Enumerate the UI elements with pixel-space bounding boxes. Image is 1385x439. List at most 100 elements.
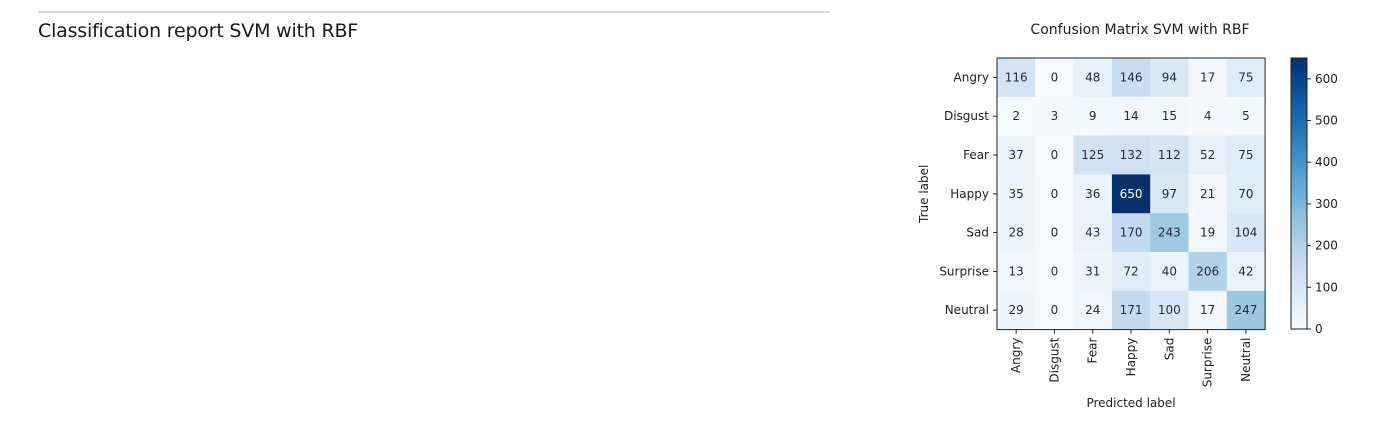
report-title: Classification report SVM with RBF: [38, 20, 359, 42]
matrix-cell-value: 0: [1051, 70, 1059, 84]
matrix-cell-value: 0: [1051, 187, 1059, 201]
matrix-cell-value: 28: [1009, 226, 1024, 240]
matrix-cell-value: 0: [1051, 303, 1059, 317]
matrix-cell-value: 116: [1005, 70, 1028, 84]
colorbar-tick-label: 0: [1315, 322, 1323, 336]
matrix-cell-value: 52: [1200, 148, 1215, 162]
matrix-cell: [1226, 252, 1266, 292]
matrix-cell-value: 146: [1120, 70, 1143, 84]
matrix-cell-value: 13: [1009, 264, 1024, 278]
matrix-cell-value: 0: [1051, 148, 1059, 162]
matrix-cell-value: 247: [1234, 303, 1257, 317]
matrix-cell: [1150, 252, 1189, 292]
matrix-cell-value: 29: [1009, 303, 1024, 317]
matrix-cell: [997, 96, 1036, 137]
matrix-cell-value: 3: [1051, 109, 1059, 123]
matrix-cell: [1226, 290, 1266, 331]
matrix-cell-value: 94: [1162, 70, 1177, 84]
matrix-cell: [1035, 290, 1075, 331]
matrix-cell-value: 43: [1085, 226, 1100, 240]
confusion-matrix-title: Confusion Matrix SVM with RBF: [1030, 22, 1250, 38]
matrix-cell-value: 17: [1200, 70, 1215, 84]
matrix-cell: [1188, 290, 1228, 331]
matrix-cell-value: 42: [1238, 264, 1253, 278]
matrix-cell: [997, 135, 1036, 175]
matrix-cell: [1111, 58, 1151, 98]
matrix-cell-value: 97: [1162, 187, 1177, 201]
y-tick-label: Sad: [966, 226, 989, 240]
matrix-cell-value: 19: [1200, 226, 1215, 240]
matrix-cell-value: 15: [1162, 109, 1177, 123]
matrix-cell-value: 35: [1009, 187, 1024, 201]
matrix-cell: [1035, 252, 1075, 292]
matrix-cell-value: 24: [1085, 303, 1100, 317]
colorbar-tick-label: 200: [1315, 239, 1338, 253]
matrix-cell-value: 100: [1158, 303, 1181, 317]
y-tick-label: Disgust: [944, 109, 989, 123]
y-tick-label: Neutral: [945, 303, 989, 317]
matrix-cell-value: 37: [1009, 148, 1024, 162]
y-tick-label: Surprise: [939, 264, 989, 278]
matrix-cell: [997, 174, 1036, 214]
matrix-cell: [1188, 174, 1228, 214]
matrix-cell: [1111, 135, 1151, 175]
matrix-cell-value: 0: [1051, 226, 1059, 240]
matrix-cell-value: 70: [1238, 187, 1253, 201]
matrix-cell-value: 75: [1238, 148, 1253, 162]
matrix-cell-value: 17: [1200, 303, 1215, 317]
x-tick-label: Angry: [1009, 338, 1023, 373]
divider-line: [38, 11, 830, 13]
matrix-cell: [1111, 213, 1151, 253]
matrix-cell: [1073, 96, 1113, 137]
matrix-cell-value: 2: [1012, 109, 1020, 123]
matrix-cell-value: 243: [1158, 226, 1181, 240]
x-tick-label: Surprise: [1201, 338, 1215, 388]
matrix-cell-value: 48: [1085, 70, 1100, 84]
matrix-cell: [1073, 135, 1113, 175]
matrix-cell: [1073, 213, 1113, 253]
matrix-cell-value: 0: [1051, 264, 1059, 278]
y-tick-label: Fear: [963, 148, 989, 162]
matrix-cell-value: 9: [1089, 109, 1097, 123]
x-axis-label: Predicted label: [1086, 396, 1175, 410]
matrix-cell-value: 14: [1123, 109, 1138, 123]
matrix-cell: [1073, 58, 1113, 98]
matrix-cell-value: 171: [1120, 303, 1143, 317]
matrix-cell: [1226, 213, 1266, 253]
y-axis-label: True label: [917, 165, 931, 224]
matrix-cell: [1150, 290, 1189, 331]
matrix-cell: [1188, 58, 1228, 98]
x-tick-label: Fear: [1086, 338, 1100, 364]
matrix-cell: [1150, 96, 1189, 137]
y-tick-label: Angry: [954, 70, 989, 84]
colorbar-tick-label: 300: [1315, 197, 1338, 211]
matrix-cell: [1073, 290, 1113, 331]
matrix-cell: [1188, 213, 1228, 253]
matrix-cell: [1150, 213, 1189, 253]
matrix-cell: [1111, 252, 1151, 292]
matrix-cell: [1226, 58, 1266, 98]
matrix-cell-value: 40: [1162, 264, 1177, 278]
matrix-cell: [997, 290, 1036, 331]
matrix-cell: [1073, 252, 1113, 292]
matrix-cell: [1073, 174, 1113, 214]
matrix-cell-value: 170: [1120, 226, 1143, 240]
matrix-cell: [997, 213, 1036, 253]
matrix-cell: [1150, 58, 1189, 98]
matrix-cell-value: 125: [1081, 148, 1104, 162]
matrix-cell-value: 104: [1234, 226, 1257, 240]
matrix-cell: [1035, 174, 1075, 214]
colorbar-tick-label: 100: [1315, 280, 1338, 294]
x-tick-label: Happy: [1124, 338, 1138, 377]
matrix-cell: [1035, 96, 1075, 137]
colorbar-tick-label: 400: [1315, 155, 1338, 169]
matrix-cell: [1150, 174, 1189, 214]
matrix-cell: [1035, 213, 1075, 253]
matrix-cell: [1035, 135, 1075, 175]
matrix-cell: [1188, 252, 1228, 292]
y-tick-label: Happy: [950, 187, 989, 201]
colorbar-tick-label: 600: [1315, 72, 1338, 86]
matrix-cell-value: 4: [1204, 109, 1212, 123]
matrix-cell: [1226, 96, 1266, 137]
